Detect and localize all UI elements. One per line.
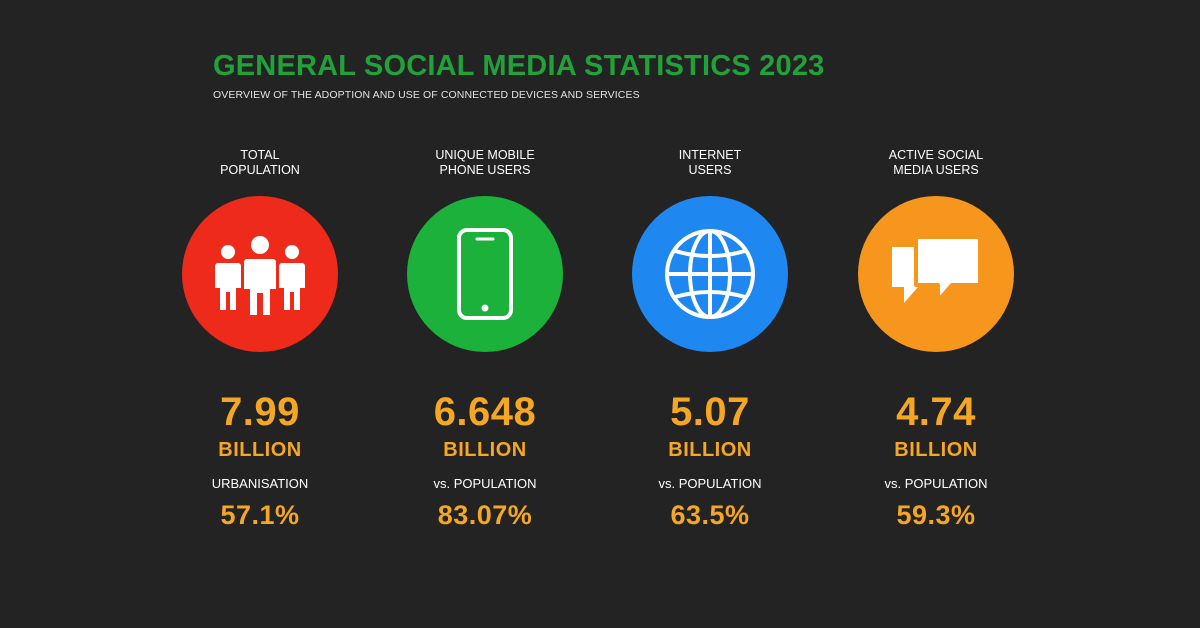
stat-label-line1: UNIQUE MOBILE	[435, 148, 535, 162]
stat-label-line1: ACTIVE SOCIAL	[888, 148, 984, 162]
stat-unit: BILLION	[443, 439, 527, 461]
stat-value: 7.99	[220, 390, 300, 434]
stat-unit: BILLION	[668, 439, 752, 461]
stat-label-line2: POPULATION	[220, 163, 300, 177]
stat-label: UNIQUE MOBILE PHONE USERS	[385, 148, 585, 186]
stat-sublabel: vs. POPULATION	[658, 476, 762, 491]
stat-social-media-users: ACTIVE SOCIAL MEDIA USERS 4.74 BILLION v…	[836, 148, 1036, 530]
stat-value: 4.74	[896, 390, 976, 434]
globe-icon	[632, 196, 788, 352]
stat-internet-users: INTERNET USERS 5.07 BILLION vs. POPULATI…	[610, 148, 810, 530]
stat-percent: 57.1%	[220, 500, 300, 530]
stat-sublabel: vs. POPULATION	[433, 476, 537, 491]
stat-label-line1: TOTAL	[240, 148, 280, 162]
stat-percent: 63.5%	[670, 500, 750, 530]
stat-label: ACTIVE SOCIAL MEDIA USERS	[836, 148, 1036, 186]
stat-unit: BILLION	[218, 439, 302, 461]
stat-label-line2: MEDIA USERS	[893, 163, 979, 177]
stat-sublabel: URBANISATION	[211, 476, 309, 491]
chat-bubbles-icon	[858, 196, 1014, 352]
stat-sublabel: vs. POPULATION	[884, 476, 988, 491]
mobile-phone-icon	[407, 196, 563, 352]
stat-value: 5.07	[670, 390, 750, 434]
stat-label-line2: PHONE USERS	[439, 163, 531, 177]
stat-label: INTERNET USERS	[610, 148, 810, 186]
stat-unit: BILLION	[894, 439, 978, 461]
stat-mobile-users: UNIQUE MOBILE PHONE USERS 6.648 BILLION …	[385, 148, 585, 530]
stat-label: TOTAL POPULATION	[160, 148, 360, 186]
stat-percent: 59.3%	[896, 500, 976, 530]
page-title: GENERAL SOCIAL MEDIA STATISTICS 2023	[213, 50, 825, 82]
page-subtitle: OVERVIEW OF THE ADOPTION AND USE OF CONN…	[213, 89, 640, 101]
stat-total-population: TOTAL POPULATION 7.99 BILLION URBANISATI…	[160, 148, 360, 530]
people-icon	[182, 196, 338, 352]
stat-label-line2: USERS	[688, 163, 732, 177]
stat-value: 6.648	[433, 390, 537, 434]
stat-label-line1: INTERNET	[678, 148, 742, 162]
stat-percent: 83.07%	[437, 500, 533, 530]
